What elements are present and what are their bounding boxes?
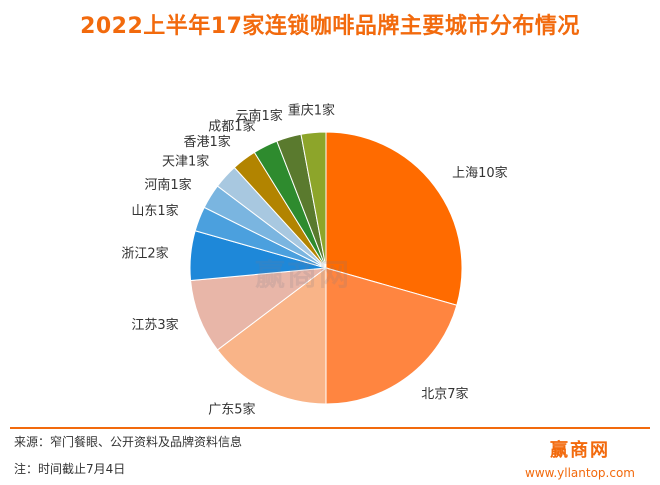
pie-label-2: 广东5家 [208, 401, 255, 417]
brand-name: 赢商网 [550, 440, 610, 461]
note-text: 注：时间截止7月4日 [14, 462, 126, 476]
pie-label-9: 成都1家 [208, 119, 255, 135]
pie-slice-11 [300, 131, 327, 269]
watermark-logo: 赢商网 [255, 258, 351, 293]
pie-label-10: 云南1家 [235, 108, 282, 124]
pie-slice-1 [325, 267, 458, 405]
pie-label-1: 北京7家 [421, 386, 468, 402]
pie-slice-2 [216, 266, 327, 405]
pie-label-11: 重庆1家 [288, 103, 335, 119]
pie-slice-0 [325, 131, 463, 306]
pie-label-3: 江苏3家 [131, 317, 178, 333]
pie-label-4: 浙江2家 [121, 245, 168, 261]
chart-title: 2022上半年17家连锁咖啡品牌主要城市分布情况 [80, 14, 580, 39]
brand-url: www.yllantop.com [525, 466, 635, 480]
pie-slices [189, 131, 463, 405]
pie-label-6: 河南1家 [144, 177, 191, 193]
pie-label-8: 香港1家 [184, 134, 231, 150]
pie-label-0: 上海10家 [452, 165, 508, 181]
pie-label-7: 天津1家 [162, 154, 209, 170]
footer-divider [10, 427, 650, 429]
source-text: 来源：窄门餐眼、公开资料及品牌资料信息 [14, 435, 243, 449]
pie-label-5: 山东1家 [131, 203, 178, 219]
brand-logo: 赢商网 www.yllantop.com [515, 436, 645, 480]
